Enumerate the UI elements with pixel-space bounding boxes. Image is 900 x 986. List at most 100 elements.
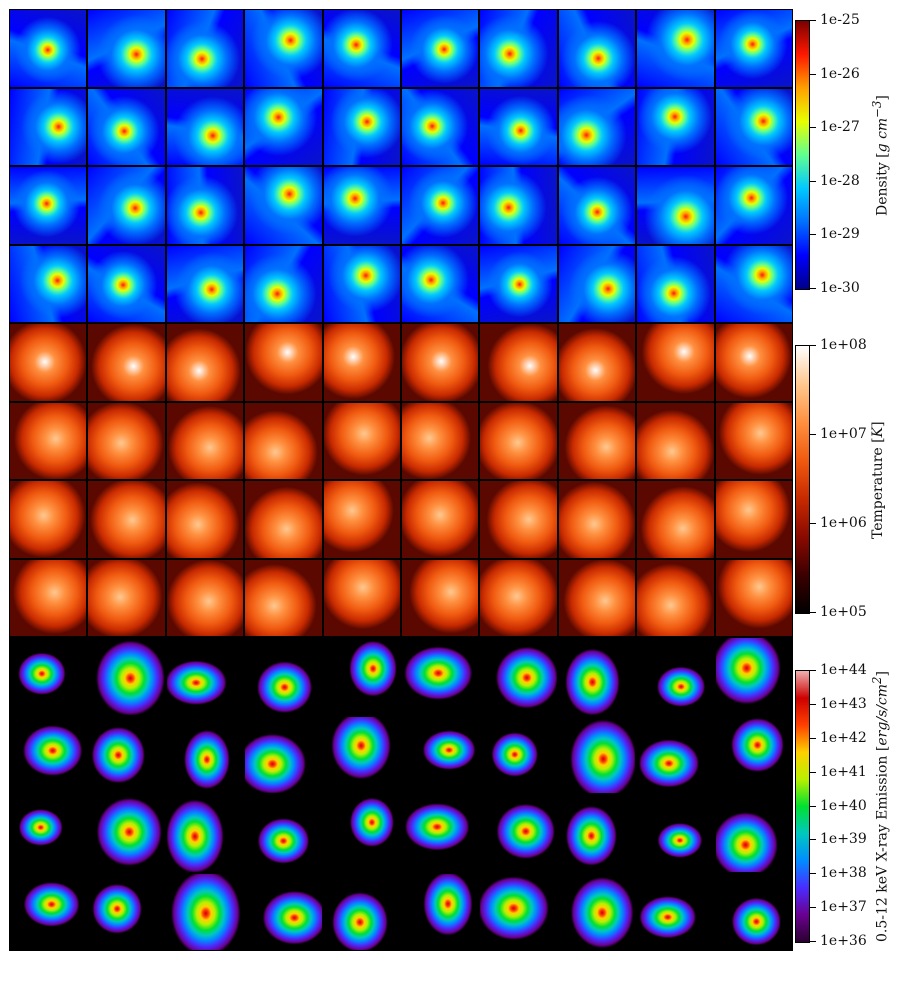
xray-colorbar-tick-label: 1e+43 [820,695,867,712]
density-thumbnail [402,10,479,87]
density-thumbnail [558,88,636,165]
temperature-thumbnail [88,324,165,401]
density-thumbnail [402,167,479,244]
density-thumbnail [637,245,714,322]
temperature-thumbnail [715,402,792,479]
temperature-colorbar-tick-label: 1e+06 [820,515,867,531]
density-colorbar-tick-label: 1e-28 [820,172,860,189]
temperature-thumbnail [715,481,792,558]
xray-colorbar-tick [810,737,816,739]
temperature-thumbnail [245,559,322,636]
density-thumbnail [402,245,479,322]
density-thumbnail [88,10,165,87]
temperature-thumbnail [245,324,322,401]
xray-colorbar [795,670,810,943]
xray-thumbnail [558,873,636,950]
xray-thumbnail [323,638,400,715]
xray-colorbar-tick-label: 1e+37 [820,899,867,916]
temperature-thumbnail [637,402,714,479]
temperature-thumbnail [245,481,322,558]
density-thumbnail [480,245,557,322]
xray-thumbnail [10,795,87,872]
temperature-thumbnail [323,481,400,558]
density-thumbnail [166,245,244,322]
temperature-colorbar-tick [810,523,816,524]
temperature-thumbnail [480,402,557,479]
density-thumbnail [323,245,400,322]
xray-thumbnail [637,638,714,715]
xray-colorbar-tick-label: 1e+40 [820,797,867,814]
xray-thumbnail [480,795,557,872]
density-thumbnail [166,167,244,244]
density-thumbnail [245,245,322,322]
density-thumbnail [323,88,400,165]
density-colorbar-tick-label: 1e-29 [820,226,860,243]
density-colorbar-tick-label: 1e-30 [820,280,860,296]
density-thumbnail [558,245,636,322]
xray-thumbnail [558,716,636,793]
temperature-thumbnail [715,559,792,636]
density-colorbar-tick [810,288,816,289]
temperature-colorbar-tick-label: 1e+08 [820,337,867,353]
temperature-colorbar-tick [810,434,816,435]
temperature-thumbnail [10,324,87,401]
xray-colorbar-tick [810,839,816,841]
density-thumbnail [88,245,165,322]
temperature-thumbnail [323,559,400,636]
xray-thumbnail [402,638,479,715]
xray-colorbar-tick [810,907,816,909]
xray-colorbar-tick [810,941,816,942]
density-colorbar-tick [810,180,816,182]
density-thumbnail [10,245,87,322]
density-thumbnail [245,10,322,87]
xray-thumbnail [323,873,400,950]
xray-thumbnail [715,795,792,872]
xray-thumbnail [323,795,400,872]
xray-thumbnail [245,795,322,872]
xray-thumbnail [88,873,165,950]
temperature-thumbnail [10,559,87,636]
temperature-thumbnail [558,559,636,636]
xray-colorbar-tick-label: 1e+42 [820,729,867,746]
temperature-thumbnail [88,559,165,636]
temperature-thumbnail [166,324,244,401]
temperature-thumbnail [245,402,322,479]
xray-thumbnail [88,638,165,715]
temperature-thumbnail [166,559,244,636]
density-thumbnail [166,88,244,165]
xray-thumbnail [558,795,636,872]
xray-thumbnail [10,873,87,950]
temperature-colorbar [795,345,810,614]
temperature-colorbar-tick-label: 1e+05 [820,604,867,620]
temperature-thumbnail [166,402,244,479]
density-thumbnail [480,88,557,165]
xray-thumbnail [10,638,87,715]
density-thumbnail [715,10,792,87]
xray-thumbnail [245,716,322,793]
xray-thumbnail [166,638,244,715]
xray-thumbnail [480,873,557,950]
temperature-thumbnail [88,481,165,558]
density-thumbnail [245,88,322,165]
xray-thumbnail [402,716,479,793]
density-thumbnail [558,10,636,87]
xray-thumbnail [88,795,165,872]
density-colorbar [795,20,810,290]
temperature-thumbnail [402,559,479,636]
temperature-thumbnail [323,324,400,401]
density-colorbar-tick-label: 1e-27 [820,119,860,136]
density-thumbnail [715,88,792,165]
temperature-thumbnail [480,481,557,558]
xray-thumbnail [10,716,87,793]
density-thumbnail [166,10,244,87]
temperature-thumbnail [402,402,479,479]
xray-colorbar-tick-label: 1e+38 [820,865,867,882]
temperature-thumbnail [10,481,87,558]
xray-thumbnail [166,716,244,793]
temperature-thumbnail [715,324,792,401]
temperature-thumbnail [10,402,87,479]
density-thumbnail [480,167,557,244]
temperature-thumbnail [637,481,714,558]
xray-thumbnail [637,795,714,872]
